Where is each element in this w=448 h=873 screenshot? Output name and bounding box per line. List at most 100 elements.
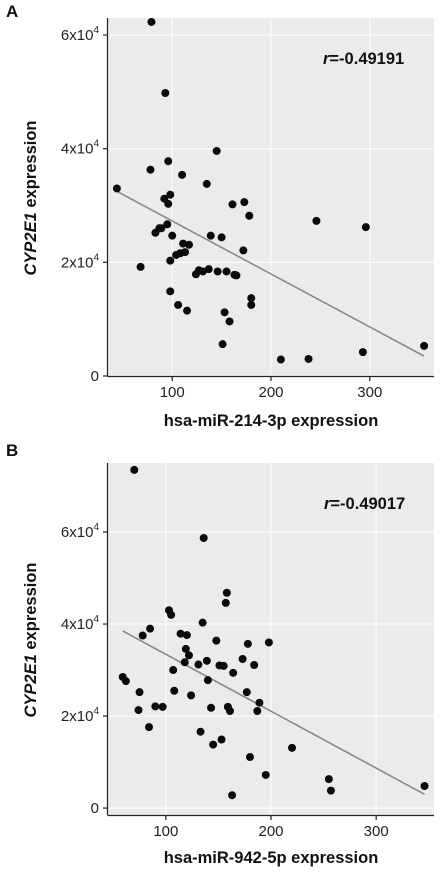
- data-point-b-12: [169, 666, 178, 675]
- data-point-a-36: [225, 317, 234, 326]
- data-point-b-37: [229, 668, 238, 677]
- data-point-b-22: [198, 618, 207, 627]
- data-point-b-17: [182, 631, 191, 640]
- data-point-a-46: [304, 354, 313, 363]
- data-point-b-38: [238, 655, 247, 664]
- x-tick-label-a-1: 200: [258, 384, 283, 401]
- data-point-b-35: [225, 707, 234, 716]
- y-tick-label-a-0: 0: [91, 368, 99, 385]
- data-point-b-46: [264, 638, 273, 647]
- data-point-b-4: [135, 688, 144, 697]
- data-point-b-30: [217, 735, 226, 744]
- data-point-a-29: [206, 231, 215, 240]
- data-point-a-37: [228, 200, 237, 209]
- data-point-b-23: [199, 534, 208, 543]
- x-tick-label-b-2: 300: [364, 823, 389, 840]
- x-tick-label-a-0: 100: [160, 384, 185, 401]
- data-point-a-20: [179, 239, 188, 248]
- regression-line-a: [116, 190, 425, 357]
- y-tick-label-a-2: 4x104: [61, 139, 100, 158]
- data-point-b-43: [253, 707, 262, 716]
- data-point-b-24: [202, 656, 211, 665]
- y-tick-label-b-3: 6x104: [61, 522, 100, 541]
- data-point-a-47: [312, 216, 321, 225]
- data-point-a-2: [146, 165, 155, 174]
- data-point-a-30: [212, 146, 221, 155]
- chart-panel-b: 100 200 300 0 2x104 4x104 6x104 r=-0.49017 hs…: [22, 463, 434, 867]
- data-point-a-3: [147, 17, 156, 26]
- data-point-b-42: [250, 660, 259, 669]
- data-point-a-6: [157, 224, 166, 233]
- data-point-b-48: [324, 775, 333, 784]
- data-point-a-10: [164, 157, 173, 166]
- data-point-a-44: [247, 300, 256, 309]
- data-point-a-48: [358, 348, 367, 357]
- data-point-b-15: [180, 658, 189, 667]
- data-point-a-9: [163, 220, 172, 229]
- data-point-b-19: [187, 691, 196, 700]
- data-point-a-39: [232, 271, 241, 280]
- data-point-b-47: [288, 743, 297, 752]
- data-point-b-18: [184, 651, 193, 660]
- data-point-a-35: [222, 267, 231, 276]
- data-point-b-28: [212, 636, 221, 645]
- data-point-b-39: [242, 688, 251, 697]
- data-point-a-49: [361, 223, 370, 232]
- correlation-label-b: r=-0.49017: [324, 495, 405, 513]
- data-point-a-15: [168, 231, 177, 240]
- data-point-a-17: [174, 300, 183, 309]
- data-point-a-1: [136, 262, 145, 271]
- data-point-a-28: [204, 265, 213, 274]
- data-point-a-13: [166, 256, 175, 265]
- x-tick-label-b-0: 100: [153, 823, 178, 840]
- data-point-a-33: [218, 340, 227, 349]
- data-point-a-21: [181, 248, 190, 257]
- data-point-a-19: [178, 170, 187, 179]
- data-point-b-40: [243, 639, 252, 648]
- regression-line-b: [122, 630, 425, 795]
- panel-label-b: B: [6, 441, 19, 460]
- data-point-b-32: [221, 598, 230, 607]
- data-point-b-26: [207, 703, 216, 712]
- data-point-b-21: [196, 727, 205, 736]
- data-point-b-31: [219, 661, 228, 670]
- data-point-a-31: [213, 267, 222, 276]
- data-point-b-1: [121, 677, 130, 686]
- data-point-b-16: [181, 644, 190, 653]
- y-tick-label-b-1: 2x104: [61, 706, 100, 725]
- data-point-b-3: [134, 706, 143, 715]
- y-tick-label-b-0: 0: [91, 800, 99, 817]
- data-point-b-49: [326, 786, 335, 795]
- data-point-a-45: [276, 355, 285, 364]
- data-point-a-27: [202, 179, 211, 188]
- y-axis-title-a: CYP2E1 expression: [22, 120, 40, 275]
- data-point-b-25: [203, 676, 212, 685]
- data-point-b-36: [228, 791, 237, 800]
- data-point-a-42: [245, 211, 254, 220]
- y-axis-title-b: CYP2E1 expression: [22, 562, 40, 717]
- data-point-b-20: [194, 660, 203, 669]
- data-point-b-27: [209, 740, 218, 749]
- data-point-a-0: [112, 184, 121, 193]
- y-tick-label-a-1: 2x104: [61, 252, 100, 271]
- data-point-a-22: [183, 306, 192, 315]
- data-point-b-5: [138, 631, 147, 640]
- chart-panel-a: 100 200 300 0 2x104 4x104 6x104 r=-0.49191 hs…: [22, 17, 434, 430]
- data-point-a-43: [247, 294, 256, 303]
- x-tick-label-a-2: 300: [357, 384, 382, 401]
- data-point-a-23: [185, 240, 194, 249]
- data-point-a-12: [166, 190, 175, 199]
- data-point-b-11: [167, 610, 176, 619]
- data-point-b-13: [170, 686, 179, 695]
- data-point-a-14: [166, 287, 175, 296]
- y-tick-label-a-3: 6x104: [61, 25, 100, 44]
- data-point-a-11: [164, 199, 173, 208]
- data-point-b-50: [420, 782, 429, 791]
- data-point-a-50: [420, 341, 429, 350]
- x-axis-title-b: hsa-miR-942-5p expression: [164, 849, 379, 867]
- data-point-b-8: [151, 702, 160, 711]
- correlation-label-a: r=-0.49191: [323, 50, 404, 68]
- data-point-a-32: [217, 233, 226, 242]
- data-point-b-41: [245, 753, 254, 762]
